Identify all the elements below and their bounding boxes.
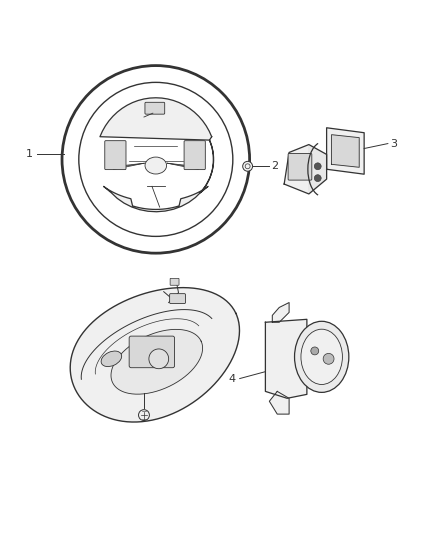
Polygon shape (265, 319, 307, 398)
FancyBboxPatch shape (170, 294, 185, 303)
FancyBboxPatch shape (145, 102, 165, 114)
Circle shape (314, 163, 321, 169)
Polygon shape (332, 135, 359, 167)
Polygon shape (272, 303, 289, 322)
Polygon shape (327, 128, 364, 174)
Ellipse shape (301, 329, 343, 384)
FancyBboxPatch shape (105, 141, 126, 169)
FancyBboxPatch shape (129, 336, 175, 368)
FancyBboxPatch shape (184, 141, 205, 169)
Polygon shape (269, 391, 289, 414)
Circle shape (323, 353, 334, 364)
Ellipse shape (145, 157, 166, 174)
FancyBboxPatch shape (170, 278, 179, 285)
Polygon shape (100, 98, 214, 212)
Polygon shape (70, 288, 240, 422)
Text: 4: 4 (229, 374, 236, 384)
Ellipse shape (294, 321, 349, 392)
Circle shape (149, 349, 169, 369)
Text: 2: 2 (271, 161, 279, 171)
Circle shape (243, 161, 253, 171)
Circle shape (311, 347, 319, 355)
Polygon shape (284, 144, 327, 194)
Polygon shape (111, 329, 203, 394)
Circle shape (138, 410, 149, 421)
Text: 1: 1 (25, 149, 32, 159)
Ellipse shape (101, 351, 122, 367)
FancyBboxPatch shape (288, 154, 312, 180)
Circle shape (314, 175, 321, 182)
Text: 3: 3 (390, 139, 397, 149)
Polygon shape (309, 144, 327, 194)
